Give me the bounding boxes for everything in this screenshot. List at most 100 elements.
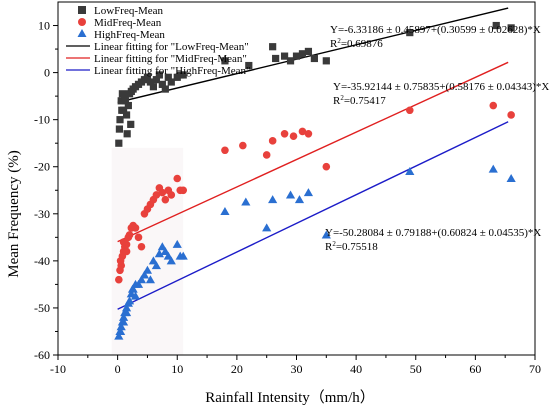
data-points	[114, 21, 516, 340]
point-highfreq-mean-8	[124, 296, 135, 305]
point-lowfreq-mean-19	[155, 71, 163, 79]
point-midfreq-mean-29	[122, 247, 131, 256]
point-lowfreq-mean-15	[143, 73, 152, 81]
point-lowfreq-mean-16	[146, 78, 155, 86]
point-midfreq-mean-21	[161, 195, 170, 204]
point-highfreq-mean-6	[121, 303, 132, 312]
r2-highfreq: R2=0.75518	[325, 240, 378, 253]
point-lowfreq-mean-1	[116, 116, 124, 124]
equation-highfreq: Y=-50.28084 ± 0.79188+(0.60824 ± 0.04535…	[325, 227, 541, 239]
legend-marker-lowfreq	[78, 6, 86, 14]
y-tick-label--20: -20	[34, 160, 50, 174]
axes: -10 0 10 20 30 40 50 60 70 -60 -50 -40 -30 -20 -10 0 10	[34, 1, 541, 376]
point-highfreq-mean-35	[268, 195, 278, 204]
legend-label-midfit: Linear fitting for "MidFreq-Mean"	[94, 53, 247, 65]
point-highfreq-mean-24	[172, 239, 182, 248]
point-lowfreq-mean-20	[158, 80, 166, 88]
point-lowfreq-mean-6	[122, 111, 131, 119]
point-highfreq-mean-15	[142, 265, 153, 274]
point-highfreq-mean-39	[321, 230, 331, 239]
point-midfreq-mean-37	[304, 129, 313, 138]
point-midfreq-mean-35	[289, 132, 298, 140]
point-highfreq-mean-36	[285, 190, 296, 199]
point-highfreq-mean-37	[294, 195, 305, 204]
x-tick-label-20: 20	[231, 362, 243, 376]
point-lowfreq-mean-7	[124, 101, 132, 110]
point-lowfreq-mean-44	[492, 21, 500, 30]
legend: LowFreq-Mean MidFreq-Mean HighFreq-Mean …	[66, 5, 251, 77]
r2-midfreq: R2=0.75417	[333, 94, 386, 107]
y-tick-label--10: -10	[34, 113, 50, 127]
point-highfreq-mean-33	[241, 197, 251, 206]
point-lowfreq-mean-31	[121, 97, 129, 105]
point-lowfreq-mean-34	[269, 43, 277, 51]
y-tick-label-0: 0	[44, 66, 50, 80]
x-tick-label-40: 40	[350, 362, 362, 376]
point-lowfreq-mean-21	[161, 85, 169, 93]
point-lowfreq-mean-28	[123, 130, 131, 138]
point-midfreq-mean-12	[134, 233, 143, 242]
point-midfreq-mean-13	[137, 242, 146, 251]
x-tick-label-0: 0	[115, 362, 121, 376]
point-highfreq-mean-19	[154, 249, 164, 258]
legend-marker-midfreq	[78, 18, 86, 26]
point-lowfreq-mean-22	[164, 73, 172, 81]
point-midfreq-mean-18	[152, 191, 161, 199]
point-lowfreq-mean-30	[118, 106, 126, 114]
fit-line-1	[117, 61, 509, 243]
legend-label-highfit: Linear fitting for "HighFreq-Mean"	[94, 65, 251, 77]
point-lowfreq-mean-41	[310, 54, 318, 63]
point-highfreq-mean-31	[130, 279, 141, 288]
y-axis-title: Mean Frequency (%)	[6, 150, 22, 277]
point-highfreq-mean-38	[303, 188, 314, 197]
point-midfreq-mean-0	[115, 275, 123, 284]
point-midfreq-mean-24	[173, 174, 182, 183]
x-tick-label-50: 50	[410, 362, 422, 376]
point-lowfreq-mean-45	[507, 24, 515, 32]
point-midfreq-mean-28	[119, 238, 128, 246]
y-tick-label--40: -40	[34, 254, 50, 268]
r2-lowfreq: R2=0.69876	[330, 37, 383, 50]
point-midfreq-mean-33	[268, 137, 277, 145]
point-lowfreq-mean-32	[221, 57, 229, 65]
point-midfreq-mean-27	[116, 257, 125, 265]
fit-line-2	[117, 121, 509, 310]
legend-label-highfreq: HighFreq-Mean	[94, 29, 165, 41]
point-highfreq-mean-27	[116, 326, 126, 335]
y-tick-label--60: -60	[34, 348, 50, 362]
point-highfreq-mean-4	[118, 312, 129, 321]
point-midfreq-mean-31	[239, 141, 247, 150]
point-highfreq-mean-28	[118, 317, 129, 326]
x-tick-label-10: 10	[171, 362, 183, 376]
point-highfreq-mean-40	[405, 166, 415, 175]
point-highfreq-mean-42	[506, 174, 516, 182]
fit-equations: Y=-6.33186 ± 0.45897+(0.30599 ± 0.02628)…	[325, 24, 549, 253]
point-highfreq-mean-23	[166, 256, 176, 265]
point-midfreq-mean-40	[489, 101, 498, 110]
point-midfreq-mean-26	[179, 186, 188, 195]
point-highfreq-mean-2	[116, 322, 126, 331]
point-lowfreq-mean-39	[298, 50, 307, 58]
point-highfreq-mean-32	[220, 206, 230, 215]
point-highfreq-mean-14	[139, 270, 150, 279]
point-highfreq-mean-11	[130, 291, 141, 300]
point-midfreq-mean-39	[405, 106, 414, 115]
point-midfreq-mean-11	[131, 224, 140, 232]
x-tick-label-30: 30	[291, 362, 303, 376]
point-lowfreq-mean-33	[245, 61, 253, 70]
x-tick-label-70: 70	[529, 362, 541, 376]
legend-label-lowfreq: LowFreq-Mean	[94, 5, 164, 17]
equation-lowfreq: Y=-6.33186 ± 0.45897+(0.30599 ± 0.02628)…	[330, 24, 541, 36]
point-midfreq-mean-20	[158, 188, 167, 197]
point-lowfreq-mean-0	[115, 139, 123, 147]
x-tick-label--10: -10	[50, 362, 66, 376]
point-highfreq-mean-16	[145, 275, 156, 284]
x-axis-title: Rainfall Intensity（mm/h）	[205, 389, 375, 406]
point-lowfreq-mean-17	[149, 83, 157, 91]
point-lowfreq-mean-27	[115, 125, 124, 133]
point-highfreq-mean-30	[127, 284, 138, 293]
point-lowfreq-mean-29	[127, 120, 135, 128]
y-tick-label--50: -50	[34, 301, 50, 315]
point-highfreq-mean-34	[262, 223, 272, 232]
